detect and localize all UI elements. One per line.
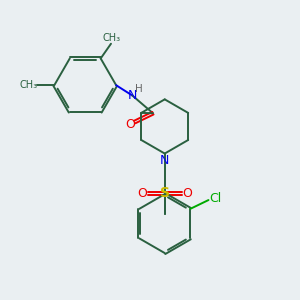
Text: H: H bbox=[135, 84, 143, 94]
Text: Cl: Cl bbox=[209, 192, 221, 205]
Text: CH₃: CH₃ bbox=[19, 80, 38, 90]
Text: O: O bbox=[125, 118, 135, 131]
Text: O: O bbox=[137, 187, 147, 200]
Text: CH₃: CH₃ bbox=[103, 33, 121, 43]
Text: N: N bbox=[128, 89, 137, 102]
Text: N: N bbox=[160, 154, 169, 166]
Text: O: O bbox=[182, 187, 192, 200]
Text: S: S bbox=[160, 186, 170, 200]
